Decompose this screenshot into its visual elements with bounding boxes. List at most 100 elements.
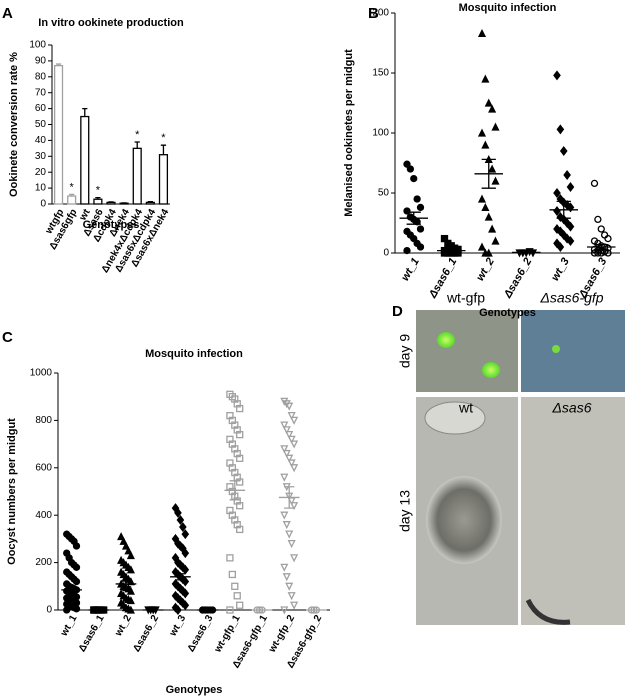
data-point	[491, 236, 500, 245]
significance-label: *	[161, 132, 166, 144]
data-point	[600, 231, 609, 239]
data-point	[410, 234, 418, 243]
mean-sem	[61, 586, 82, 594]
y-tick-label: 100	[372, 128, 389, 139]
data-point	[121, 541, 131, 550]
data-point	[563, 170, 571, 180]
data-point	[604, 234, 612, 243]
row-label: day 13	[397, 490, 413, 532]
data-point	[126, 551, 135, 560]
data-point	[556, 124, 565, 135]
x-tick-label: wt_1	[58, 613, 79, 639]
data-point	[416, 203, 425, 212]
error-bar	[69, 193, 75, 197]
data-point	[403, 246, 411, 255]
data-point	[491, 122, 500, 131]
significance-label: *	[135, 129, 140, 141]
data-point	[119, 536, 128, 545]
oocyst	[426, 476, 502, 564]
data-point	[290, 464, 299, 473]
mean-sem	[437, 248, 466, 253]
data-point	[72, 563, 81, 571]
x-axis-label: Genotypes	[83, 219, 140, 231]
micrograph	[521, 310, 625, 392]
y-tick-label: 600	[35, 462, 52, 473]
y-tick-label: 80	[35, 71, 47, 82]
bar	[67, 195, 77, 205]
data-point	[285, 402, 294, 411]
x-tick-label: wt-gfp_1	[212, 613, 243, 655]
data-point	[491, 176, 500, 185]
error-bar	[147, 200, 153, 203]
significance-label: *	[96, 185, 101, 197]
data-point	[280, 445, 289, 454]
mean-sem	[224, 480, 246, 501]
y-tick-label: 150	[372, 68, 389, 79]
data-point	[236, 478, 244, 486]
x-tick-label: wt_2	[474, 256, 497, 283]
y-axis-label: Ookinete conversion rate %	[8, 52, 20, 197]
data-point	[117, 532, 126, 541]
x-tick-label: wt_3	[549, 256, 572, 283]
data-point	[280, 421, 289, 430]
data-point	[231, 582, 239, 590]
data-point	[416, 243, 425, 251]
data-point	[594, 215, 602, 224]
data-point	[280, 606, 289, 615]
data-point	[481, 74, 490, 83]
y-tick-label: 200	[35, 557, 52, 568]
data-point	[236, 454, 244, 462]
data-point	[228, 570, 237, 579]
data-point	[72, 605, 81, 613]
data-point	[285, 454, 294, 463]
data-point	[72, 542, 81, 550]
y-tick-label: 0	[46, 605, 52, 616]
panel-d: D wt-gfp Δsas6-gfp day 9 day 13 wt Δsas6	[392, 290, 625, 625]
panel-letter: D	[392, 303, 403, 320]
data-point	[181, 548, 190, 559]
x-axis-label: Genotypes	[166, 684, 223, 696]
y-tick-label: 20	[35, 167, 47, 178]
data-point	[236, 525, 244, 534]
data-point	[290, 554, 299, 563]
data-point	[484, 248, 493, 257]
y-tick-label: 50	[378, 188, 390, 199]
y-tick-label: 400	[35, 510, 52, 521]
x-tick-label: Δsas6_2	[131, 613, 161, 654]
panel-letter: A	[2, 5, 13, 22]
data-point	[174, 507, 182, 518]
x-tick-label: wt_3	[167, 613, 188, 639]
data-point	[410, 174, 418, 183]
chart-title: In vitro ookinete production	[38, 17, 184, 29]
error-bar	[55, 63, 62, 66]
bar	[80, 115, 90, 205]
data-point	[566, 221, 575, 232]
mean-sem	[512, 251, 541, 254]
data-point	[280, 563, 289, 572]
image-label: Δsas6	[552, 400, 592, 416]
data-point	[280, 473, 289, 482]
data-point	[176, 514, 185, 525]
data-point	[236, 502, 244, 510]
x-axis-label: Genotypes	[479, 307, 536, 319]
data-point	[126, 586, 135, 595]
bar	[93, 198, 103, 205]
data-point	[287, 459, 296, 468]
data-point	[413, 195, 421, 203]
data-point	[566, 182, 575, 192]
error-bar	[82, 107, 88, 117]
data-point	[233, 592, 241, 600]
x-tick-label: wt_1	[399, 256, 422, 283]
error-bar	[95, 196, 101, 200]
data-point	[287, 435, 296, 444]
y-tick-label: 1000	[30, 368, 53, 379]
data-point	[406, 165, 415, 173]
data-point	[481, 140, 490, 149]
data-point	[126, 596, 135, 605]
error-bar	[134, 141, 140, 149]
x-tick-label: wt-gfp_2	[267, 613, 298, 655]
panel-letter: C	[2, 329, 13, 346]
bar	[106, 201, 116, 205]
data-point	[290, 601, 299, 610]
